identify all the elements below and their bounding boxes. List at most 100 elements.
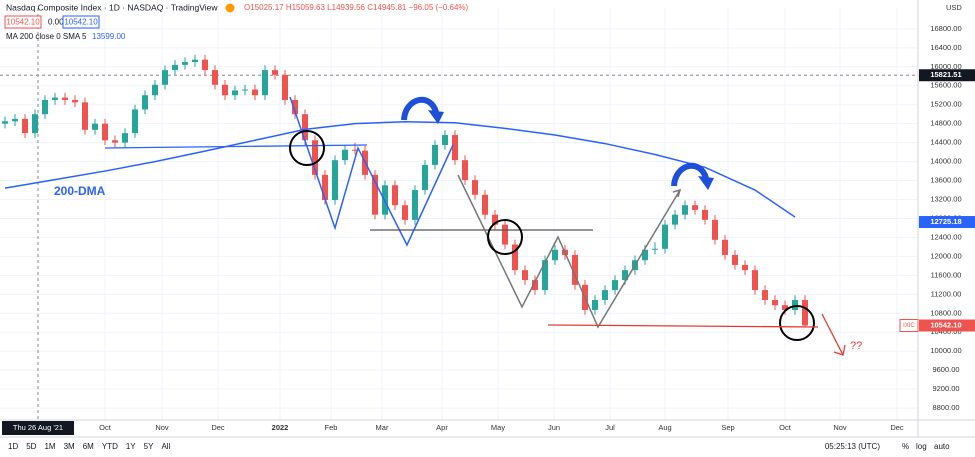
auto-toggle[interactable]: auto bbox=[934, 442, 950, 451]
y-tick-label: 12000.00 bbox=[930, 251, 961, 260]
last-tag-name: IXIC bbox=[903, 323, 915, 329]
candle-body bbox=[732, 254, 738, 265]
crosshair-date: Thu 26 Aug '21 bbox=[13, 423, 63, 432]
y-tick-label: 13200.00 bbox=[930, 194, 961, 203]
candle-body bbox=[232, 90, 238, 96]
percent-toggle[interactable]: % bbox=[902, 442, 909, 451]
y-tick-label: 16000.00 bbox=[930, 62, 961, 71]
x-tick-label: 2022 bbox=[272, 423, 289, 432]
candle-body bbox=[522, 270, 528, 281]
candle-body bbox=[442, 135, 448, 145]
zigzag bbox=[457, 174, 681, 329]
range-button[interactable]: 1D bbox=[8, 442, 18, 451]
curved-arrow bbox=[671, 162, 709, 187]
symbol-title: Nasdaq Composite Index · 1D · NASDAQ · T… bbox=[6, 2, 218, 12]
candle-body bbox=[712, 219, 718, 240]
candle-body bbox=[272, 70, 278, 75]
ma-tag-label: 12725.18 bbox=[930, 217, 961, 226]
candle-body bbox=[62, 97, 68, 100]
range-button[interactable]: 5Y bbox=[144, 442, 154, 451]
range-button[interactable]: 1M bbox=[44, 442, 55, 451]
candle-body bbox=[662, 224, 668, 249]
y-tick-label: 11600.00 bbox=[931, 270, 962, 279]
candle-body bbox=[72, 99, 78, 103]
annotation: ?? bbox=[850, 340, 862, 352]
y-tick-label: 9600.00 bbox=[932, 365, 959, 374]
range-button[interactable]: All bbox=[161, 442, 170, 451]
candle-body bbox=[252, 89, 258, 96]
candle-body bbox=[612, 280, 618, 291]
candle-body bbox=[742, 264, 748, 271]
x-tick-label: Sep bbox=[721, 423, 734, 432]
candle-body bbox=[12, 118, 18, 122]
w-pattern bbox=[289, 96, 454, 247]
price-box-text: 10542.10 bbox=[6, 18, 40, 27]
ma-line bbox=[4, 121, 796, 218]
candle-body bbox=[242, 89, 248, 91]
candle-body bbox=[542, 260, 548, 291]
arrow-head bbox=[672, 188, 682, 198]
candle-body bbox=[802, 300, 808, 326]
x-tick-label: Oct bbox=[99, 423, 112, 432]
crosshair-tag bbox=[919, 69, 975, 82]
candle-body bbox=[502, 224, 508, 245]
candle-body bbox=[22, 118, 28, 134]
price-box[interactable] bbox=[62, 15, 100, 29]
y-tick-label: 14400.00 bbox=[930, 138, 961, 147]
candle-body bbox=[652, 248, 658, 250]
red-line bbox=[547, 324, 819, 328]
candle-body bbox=[642, 249, 648, 261]
arrow-head bbox=[698, 176, 714, 190]
candle-body bbox=[202, 59, 208, 71]
x-tick-label: Aug bbox=[658, 423, 671, 432]
spread: 0.00 bbox=[48, 18, 64, 27]
candle-body bbox=[262, 70, 268, 96]
candle-body bbox=[692, 205, 698, 210]
range-button[interactable]: 3M bbox=[64, 442, 75, 451]
status-dot bbox=[225, 3, 235, 13]
range-button[interactable]: YTD bbox=[102, 442, 118, 451]
range-button[interactable]: 1Y bbox=[126, 442, 136, 451]
candle-body bbox=[782, 305, 788, 310]
candle-body bbox=[432, 144, 438, 165]
candle-body bbox=[132, 109, 138, 134]
last-tag bbox=[919, 319, 975, 332]
y-tick-label: 11200.00 bbox=[931, 289, 962, 298]
candle-body bbox=[752, 270, 758, 291]
candle-body bbox=[212, 70, 218, 85]
x-tick-label: Apr bbox=[436, 423, 448, 432]
x-tick-label: Jul bbox=[605, 423, 615, 432]
arrow-head bbox=[833, 344, 846, 356]
y-tick-label: 15200.00 bbox=[930, 100, 961, 109]
circle bbox=[289, 130, 325, 166]
crosshair-tag-label: 15821.51 bbox=[930, 70, 961, 79]
x-tick-label: Feb bbox=[325, 423, 338, 432]
candle-body bbox=[182, 62, 188, 65]
candle-body bbox=[602, 290, 608, 301]
candle-body bbox=[532, 280, 538, 291]
candle-body bbox=[702, 209, 708, 220]
candle-body bbox=[422, 164, 428, 191]
candle-body bbox=[672, 214, 678, 225]
x-tick-label: Nov bbox=[833, 423, 847, 432]
candle-body bbox=[2, 121, 8, 124]
crosshair-date-box bbox=[2, 421, 74, 435]
drawings bbox=[104, 96, 846, 356]
y-tick-label: 16400.00 bbox=[930, 43, 961, 52]
price-box[interactable] bbox=[4, 15, 42, 29]
candle-body bbox=[162, 70, 168, 85]
candle-body bbox=[122, 133, 128, 143]
candle-body bbox=[352, 149, 358, 151]
candle-body bbox=[412, 190, 418, 220]
range-button[interactable]: 6M bbox=[83, 442, 94, 451]
last-tag-name-box bbox=[899, 319, 919, 333]
candle-body bbox=[322, 174, 328, 200]
y-tick-label: 10000.00 bbox=[930, 346, 961, 355]
x-tick-label: Dec bbox=[211, 423, 225, 432]
candle-body bbox=[622, 270, 628, 281]
candle-body bbox=[482, 194, 488, 215]
range-button[interactable]: 5D bbox=[26, 442, 36, 451]
annotation: 200-DMA bbox=[54, 184, 106, 198]
log-toggle[interactable]: log bbox=[916, 442, 927, 451]
candle-body bbox=[452, 135, 458, 161]
